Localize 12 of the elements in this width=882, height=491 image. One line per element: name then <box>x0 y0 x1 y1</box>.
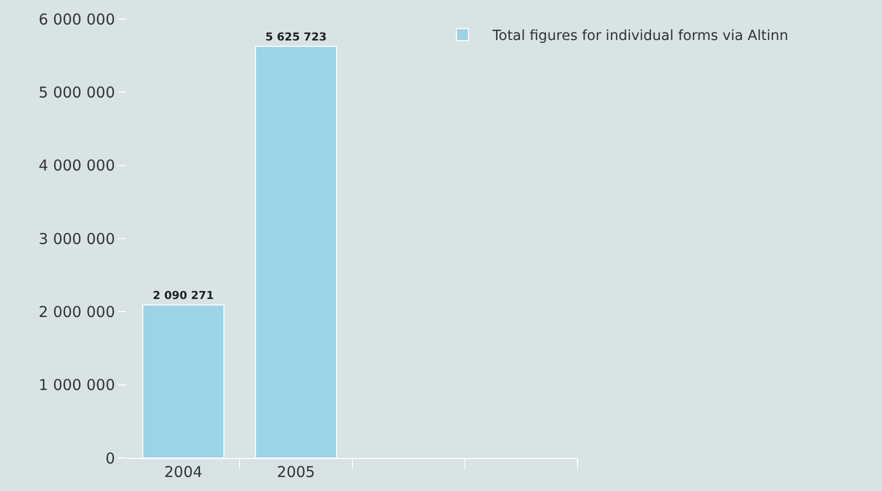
x-tick-label: 2004 <box>164 463 202 481</box>
data-label: 2 090 271 <box>152 289 214 302</box>
y-tick-label: 1 000 000 <box>38 376 115 394</box>
x-tick-label: 2005 <box>276 463 316 481</box>
y-tick-label: 0 <box>105 449 115 468</box>
y-tick-label: 3 000 000 <box>38 230 115 248</box>
data-label: 5 625 723 <box>265 30 327 44</box>
y-tick-label: 2 000 000 <box>38 302 115 321</box>
y-tick-label: 4 000 000 <box>38 156 115 175</box>
legend-label: Total figures for individual forms via Altinn <box>491 28 788 44</box>
y-tick-label: 6 000 000 <box>38 10 115 28</box>
y-tick-label: 5 000 000 <box>38 83 115 102</box>
